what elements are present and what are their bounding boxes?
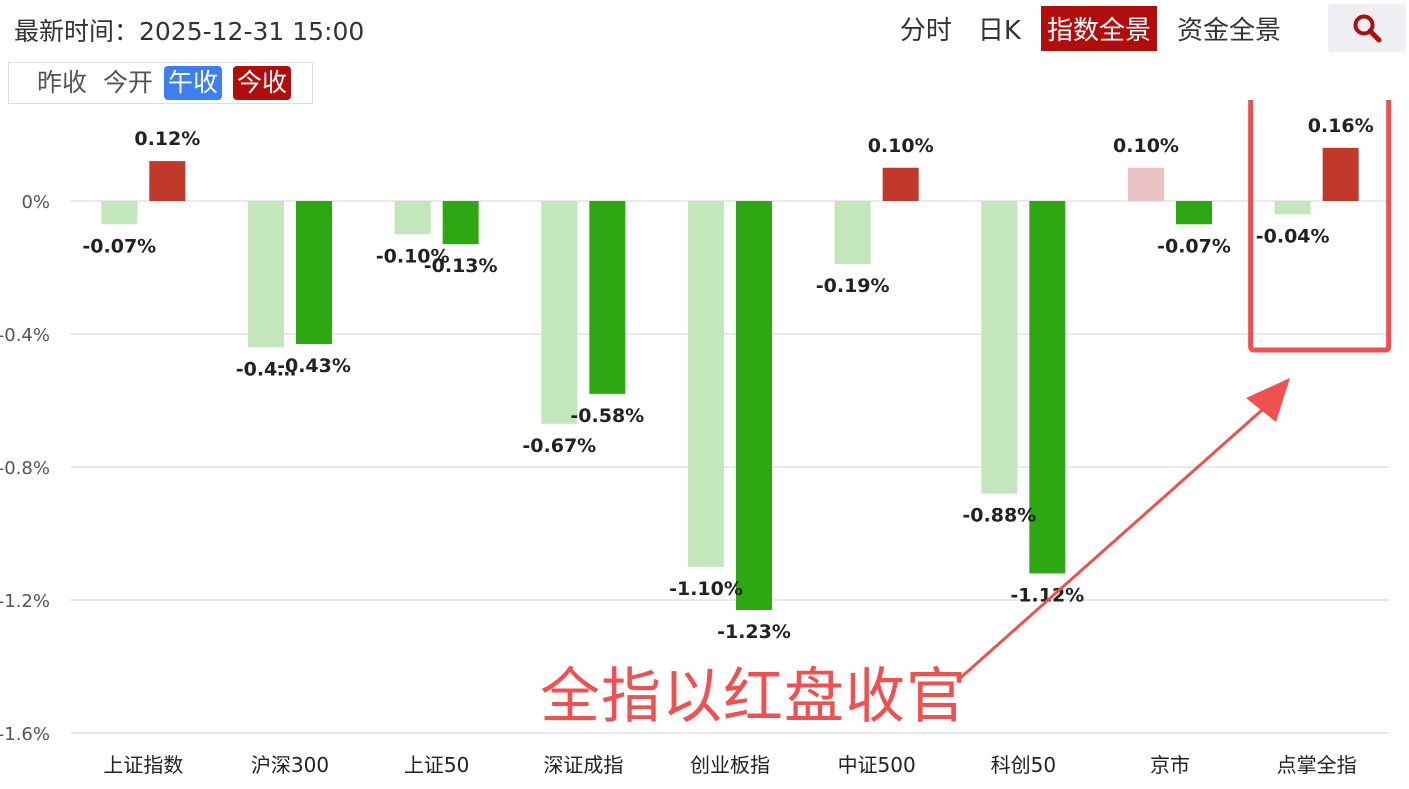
bar-midday: [1274, 201, 1311, 215]
data-label-midday: -0.88%: [962, 505, 1036, 527]
bar-today: [1029, 201, 1066, 574]
bar-today: [442, 201, 479, 245]
x-tick-label: 创业板指: [690, 753, 770, 777]
data-label-today: 0.10%: [868, 135, 934, 157]
callout-arrow-shaft: [957, 408, 1263, 682]
data-label-midday: -0.67%: [522, 435, 596, 457]
bar-midday: [394, 201, 431, 235]
data-label-midday: -0.04%: [1256, 225, 1330, 247]
y-tick-label: -1.6%: [0, 724, 50, 745]
bar-today: [736, 201, 772, 610]
data-label-midday: -0.4…: [236, 358, 297, 380]
bars-layer: [101, 147, 1359, 610]
search-icon: [1353, 14, 1382, 43]
tab-daily-k[interactable]: 日K: [977, 16, 1021, 46]
data-label-today: 0.12%: [134, 128, 200, 150]
toggle-midday-close[interactable]: 午收: [164, 66, 223, 100]
bar-today: [1176, 201, 1212, 225]
bar-today: [589, 201, 626, 394]
tab-index-panorama[interactable]: 指数全景: [1040, 6, 1157, 51]
x-tick-label: 科创50: [991, 753, 1056, 777]
data-label-today: -1.12%: [1010, 584, 1084, 606]
callout-arrow-head: [1246, 378, 1290, 422]
highlight-box: [1248, 100, 1392, 353]
bar-midday: [101, 201, 138, 225]
data-label-today: -0.43%: [277, 355, 351, 377]
bar-midday: [1128, 167, 1164, 201]
x-tick-label: 上证50: [404, 753, 469, 777]
data-label-midday: -1.10%: [669, 578, 743, 600]
toggle-prev-close[interactable]: 昨收: [37, 68, 88, 97]
data-label-midday: 0.10%: [1113, 135, 1179, 157]
data-label-today: -1.23%: [717, 621, 791, 643]
y-tick-label: -1.2%: [0, 591, 50, 612]
toggle-today-close[interactable]: 今收: [233, 66, 292, 100]
bar-midday: [834, 201, 871, 265]
bar-today: [1322, 147, 1359, 201]
toggle-today-open[interactable]: 今开: [103, 68, 154, 97]
bar-midday: [981, 201, 1018, 494]
x-tick-label: 沪深300: [251, 753, 329, 777]
x-tick-label: 深证成指: [543, 753, 623, 777]
bar-today: [296, 201, 332, 344]
x-tick-label: 点掌全指: [1277, 753, 1357, 777]
bar-midday: [541, 201, 578, 424]
x-tick-label: 上证指数: [103, 753, 183, 777]
tab-intraday[interactable]: 分时: [899, 16, 952, 46]
annotation-layer: [957, 100, 1392, 682]
view-tabs: 分时 日K 指数全景 资金全景: [894, 6, 1287, 51]
data-label-today: -0.07%: [1157, 235, 1231, 257]
data-label-today: 0.16%: [1308, 115, 1374, 137]
data-label-midday: -0.07%: [82, 235, 156, 257]
search-button[interactable]: [1328, 4, 1406, 52]
bar-midday: [688, 201, 724, 567]
bar-today: [149, 161, 186, 201]
x-tick-label: 京市: [1150, 753, 1190, 777]
compare-toggle: 昨收 今开 午收 今收: [8, 62, 313, 104]
data-label-midday: -0.10%: [376, 245, 450, 267]
index-bar-chart: 0% -0.4% -0.8% -1.2% -1.6% 上证指数 沪深300 上证50 深证成指…: [0, 100, 1392, 777]
data-label-midday: -0.19%: [816, 275, 890, 297]
bar-today: [882, 167, 919, 201]
data-label-today: -0.13%: [424, 255, 498, 277]
top-bar: 最新时间：2025-12-31 15:00 分时 日K 指数全景 资金全景: [0, 0, 1409, 56]
x-tick-label: 中证500: [838, 753, 916, 777]
y-tick-label: -0.8%: [0, 458, 50, 479]
y-tick-label: 0%: [21, 192, 50, 213]
grid-layer: 0% -0.4% -0.8% -1.2% -1.6%: [0, 192, 1390, 745]
bar-midday: [248, 201, 284, 348]
y-tick-label: -0.4%: [0, 325, 50, 346]
data-label-today: -0.58%: [570, 405, 644, 427]
labels-layer: 上证指数 沪深300 上证50 深证成指 创业板指 中证500 科创50 京市 点掌全指 -0.0…: [82, 115, 1373, 777]
callout-text: 全指以红盘收官: [540, 662, 967, 732]
update-time: 最新时间：2025-12-31 15:00: [14, 17, 365, 46]
tab-fund-panorama[interactable]: 资金全景: [1176, 16, 1281, 46]
